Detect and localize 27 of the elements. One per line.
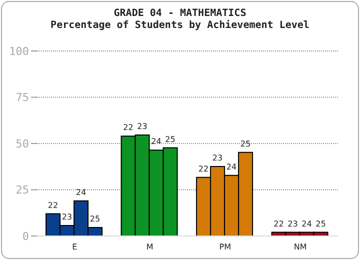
text: 23	[137, 122, 148, 131]
text: 23	[212, 153, 223, 162]
text: 24	[226, 162, 237, 172]
text: 22	[123, 123, 134, 132]
x-tick-label: E	[72, 242, 78, 252]
series-label: 25	[90, 214, 100, 224]
text: 22	[274, 219, 284, 228]
text: 25	[165, 134, 176, 144]
y-tick-label: 75	[16, 91, 29, 104]
y-tick-label: 25	[16, 184, 29, 197]
text: 23	[288, 219, 298, 228]
series-label: 24	[76, 188, 86, 197]
series-label: 22	[48, 200, 58, 210]
chart-title: GRADE 04 - MATHEMATICS	[112, 8, 248, 20]
text: 24	[302, 219, 312, 228]
x-tick-label: M	[146, 242, 154, 252]
y-tick-label: 0	[22, 230, 29, 243]
chart-subtitle: Percentage of Students by Achievement Level	[50, 20, 310, 32]
text: 25	[240, 139, 251, 148]
y-tick-label: 100	[9, 44, 29, 58]
text: 25	[316, 219, 326, 228]
series-label: 23	[62, 212, 72, 222]
text: 24	[151, 137, 162, 146]
text: 22	[198, 164, 209, 174]
y-tick-label: 50	[16, 137, 29, 150]
x-tick-label: NM	[294, 242, 307, 252]
x-tick-label: PM	[219, 242, 232, 252]
